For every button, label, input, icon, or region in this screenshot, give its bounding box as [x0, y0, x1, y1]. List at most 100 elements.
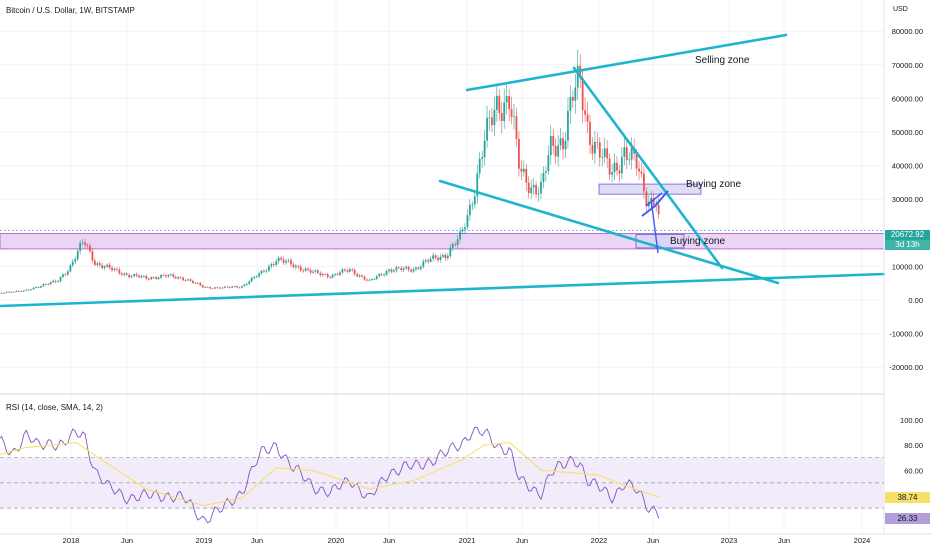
rsi-value-badge: 26.33 [885, 513, 930, 524]
candle-body [598, 142, 601, 158]
candle-body [402, 268, 405, 271]
candle-body [241, 286, 243, 288]
candle-body [530, 187, 533, 194]
rsi-indicator-title[interactable]: RSI (14, close, SMA, 14, 2) [6, 403, 103, 412]
candle-body [91, 251, 94, 261]
candle-body [265, 270, 268, 272]
candle-body [169, 274, 172, 276]
candle-body [152, 277, 155, 279]
candle-body [429, 258, 432, 262]
candle-body [591, 144, 594, 154]
candle-body [209, 287, 211, 289]
candle-body [62, 274, 64, 277]
candle-body [128, 274, 131, 278]
candle-body [454, 244, 457, 246]
candle-body [603, 148, 606, 158]
candle-body [417, 267, 420, 269]
annotation-selling-zone[interactable]: Selling zone [695, 55, 750, 66]
candle-body [419, 266, 422, 269]
candle-body [32, 287, 35, 290]
candle-body [120, 273, 123, 275]
candle-body [515, 116, 518, 139]
candle-body [27, 289, 30, 291]
candle-body [400, 267, 403, 271]
candle-body [623, 147, 626, 157]
candle-body [216, 287, 219, 289]
candle-body [201, 285, 204, 288]
candle-body [510, 109, 513, 117]
candle-body [613, 162, 616, 173]
candle-body [54, 280, 57, 282]
candle-body [559, 138, 562, 146]
candle-body [567, 110, 569, 141]
candle-body [145, 275, 148, 279]
candle-body [270, 264, 273, 267]
candle-body [329, 277, 332, 278]
candle-body [535, 184, 537, 195]
rsi-axis-label: 100.00 [900, 416, 923, 425]
candle-body [483, 140, 486, 158]
candle-body [356, 274, 359, 277]
symbol-title[interactable]: Bitcoin / U.S. Dollar, 1W, BITSTAMP [6, 6, 135, 15]
price-axis-label: 70000.00 [892, 61, 923, 70]
candle-body [508, 96, 511, 110]
descending-trendline [572, 66, 724, 270]
annotation-buying-zone-lower[interactable]: Buying zone [670, 236, 726, 247]
annotation-buying-zone-upper[interactable]: Buying zone [686, 179, 742, 190]
time-axis-label: 2020 [328, 536, 345, 545]
candle-body [486, 117, 488, 141]
price-axis-label: 40000.00 [892, 162, 923, 171]
candle-body [437, 257, 439, 261]
time-axis-label: 2018 [63, 536, 80, 545]
candle-body [434, 255, 437, 258]
candle-body [150, 277, 153, 280]
candle-body [8, 291, 10, 293]
trendlines-layer [0, 33, 886, 308]
candle-body [574, 87, 577, 101]
candle-body [473, 196, 476, 205]
candle-body [66, 271, 69, 275]
time-axis[interactable]: 2018 Jun 2019 Jun 2020 Jun 2021 Jun 2022 Jun 2023 J… [63, 536, 871, 545]
candle-body [267, 266, 270, 271]
price-axis-label: -20000.00 [889, 363, 923, 372]
candle-body [395, 267, 398, 271]
candle-body [385, 271, 388, 275]
candle-body [407, 266, 410, 270]
candle-body [442, 254, 444, 257]
wedge-lower-trendline [438, 179, 780, 285]
candle-body [540, 181, 542, 194]
time-axis-label: Jun [778, 536, 790, 545]
candle-body [294, 265, 297, 268]
candle-body [562, 138, 564, 150]
price-axis[interactable]: 80000.00 70000.00 60000.00 50000.00 40000.00… [889, 27, 923, 372]
candle-body [518, 138, 520, 169]
candle-body [410, 269, 412, 272]
candle-body [64, 274, 67, 276]
candle-body [341, 269, 344, 273]
candle-body [113, 268, 116, 271]
candle-body [525, 168, 528, 183]
rsi-sma-line [0, 442, 661, 507]
candle-body [363, 276, 366, 280]
candle-body [596, 141, 599, 143]
candle-body [571, 96, 574, 101]
candle-body [446, 255, 449, 259]
candle-body [96, 263, 99, 265]
candle-body [581, 77, 584, 111]
candle-body [569, 96, 572, 111]
candle-body [275, 261, 278, 265]
candle-body [157, 277, 160, 279]
candle-body [243, 284, 246, 287]
candle-body [336, 273, 339, 275]
candle-body [138, 275, 140, 278]
rsi-axis-label: 80.00 [904, 441, 923, 450]
rsi-pane [0, 426, 884, 524]
candle-body [618, 170, 621, 174]
candle-body [221, 287, 224, 289]
candle-body [160, 275, 162, 278]
candle-body [314, 270, 317, 272]
candle-body [35, 287, 37, 289]
candle-body [643, 173, 645, 192]
